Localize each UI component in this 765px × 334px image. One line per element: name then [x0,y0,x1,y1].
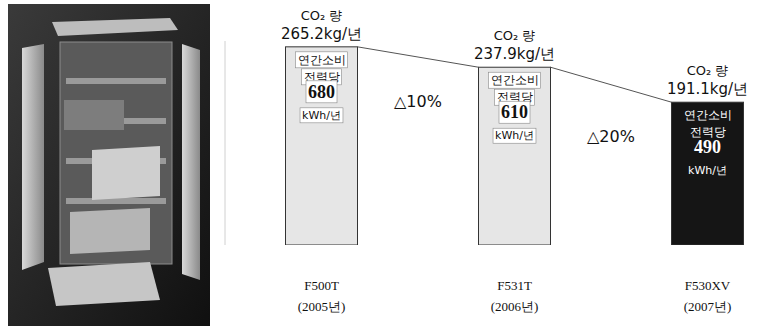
fridge-part [182,44,200,280]
connector [551,67,672,102]
photo-background [8,4,210,326]
x-tick-label: (2006년) [491,299,539,314]
x-tick-label: F530XV [685,278,731,293]
bar [286,47,358,245]
data-label: 연간소비 [298,53,346,67]
fridge-part [48,262,160,306]
fridge-part [52,18,178,36]
bars [286,47,744,245]
fridge-part [22,44,44,270]
co2-value: 265.2kg/년 [281,25,362,43]
co2-value: 237.9kg/년 [474,45,555,63]
fridge-part [92,146,160,200]
co2-name: CO₂ 량 [494,28,536,43]
bar [479,67,551,245]
data-label: 490 [694,137,721,157]
co2-value: 191.1kg/년 [667,80,748,98]
x-tick-label: F500T [304,278,339,293]
fridge-part [66,198,166,204]
fridge-part [60,42,172,264]
data-label: 680 [308,82,335,102]
fridge-part [66,78,166,84]
x-tick-label: F531T [497,278,532,293]
label-patch [489,72,541,88]
data-label: kWh/년 [302,109,341,122]
x-axis: F500T (2005년) F531T (2006년) F530XV (2007년) [298,278,732,314]
data-label: kWh/년 [495,129,534,142]
y-axis [225,41,226,245]
data-label: 연간소비 [491,73,539,87]
labels: 연간소비전력당680kWh/년연간소비전력당610kWh/년연간소비전력당490… [281,8,748,177]
label-patch [306,81,337,103]
annotation: △20% [587,127,635,146]
co2-name: CO₂ 량 [687,63,729,78]
connector [358,47,479,67]
data-label: 연간소비 [684,108,732,122]
x-tick-label: (2005년) [298,299,346,314]
label-patch [300,108,343,123]
label-patch [493,128,536,143]
axis-line [225,41,226,245]
data-label: kWh/년 [688,164,727,177]
fridge-part [64,100,124,130]
bar [672,102,744,245]
chart-root: 연간소비전력당680kWh/년연간소비전력당610kWh/년연간소비전력당490… [0,0,765,334]
co2-name: CO₂ 량 [301,8,343,23]
label-patch [499,101,530,123]
fridge-photo [8,4,210,326]
label-patch [296,52,348,68]
fridge-part [70,208,150,254]
x-tick-label: (2007년) [684,299,732,314]
data-label: 610 [501,102,528,122]
annotation: △10% [394,92,442,111]
